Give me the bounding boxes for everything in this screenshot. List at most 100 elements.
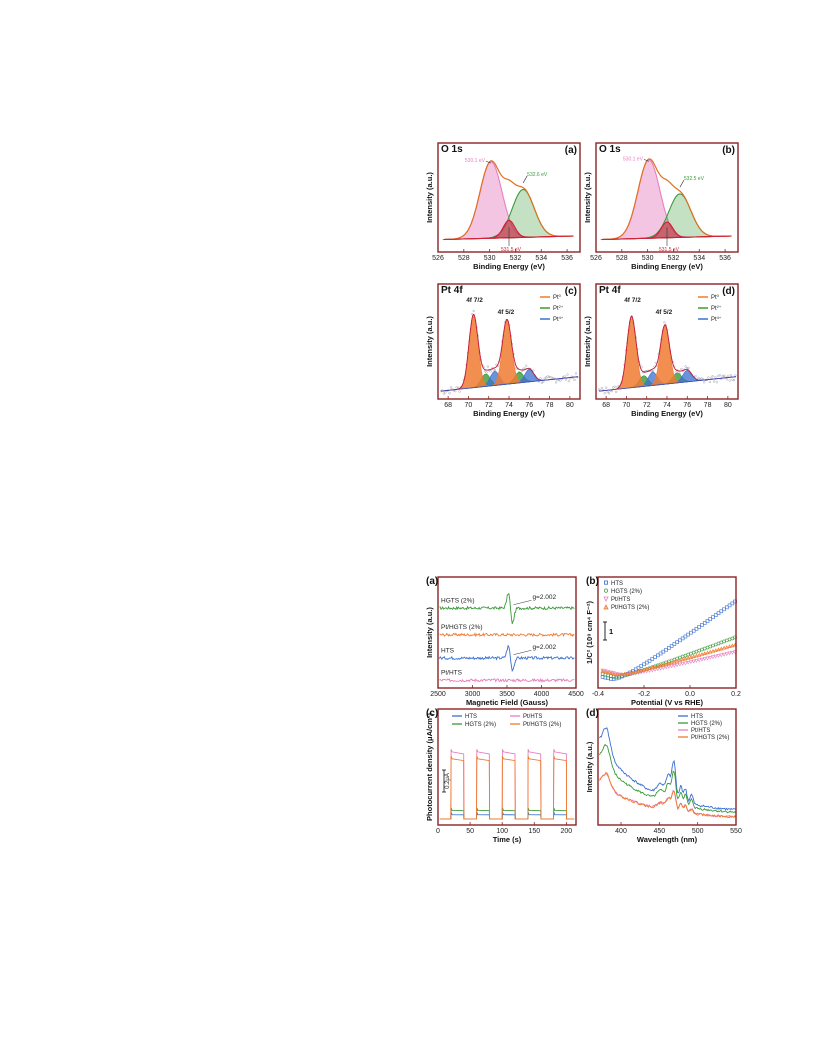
pl-d-series-3 xyxy=(599,771,736,819)
mott-schottky-b-point xyxy=(719,609,724,614)
mott-schottky-b-point xyxy=(713,613,718,617)
mott-schottky-b-point xyxy=(730,651,735,655)
mott-schottky-b-point xyxy=(697,625,702,629)
mott-schottky-b-point xyxy=(650,657,655,661)
mott-schottky-b-point xyxy=(724,605,729,610)
epr-a-g-label: g=2.002 xyxy=(532,644,556,651)
mott-schottky-b-point xyxy=(686,660,691,665)
xps-o1s-b-xtick-label: 530 xyxy=(642,255,654,262)
xps-o1s-a-frame xyxy=(437,142,581,253)
mott-schottky-b-point xyxy=(705,619,710,623)
xps-pt4f-c-raw-point xyxy=(566,373,569,376)
mott-schottky-b-xtick-label: 0.0 xyxy=(685,691,695,698)
mott-schottky-b-point xyxy=(697,658,702,663)
epr-a-series-3 xyxy=(439,677,575,683)
pl-d-series-0 xyxy=(599,727,736,811)
xps-pt4f-d-raw-point xyxy=(606,390,609,394)
mott-schottky-b-point xyxy=(628,670,633,675)
mott-schottky-b-point xyxy=(650,665,655,670)
mott-schottky-b-point xyxy=(608,670,613,675)
xps-o1s-a-ylabel: Intensity (a.u.) xyxy=(425,172,434,223)
xps-pt4f-c-raw-point xyxy=(564,378,568,381)
mott-schottky-b-point xyxy=(680,662,685,666)
xps-pt4f-d-raw-point xyxy=(603,392,606,395)
photocurrent-c-panel-label: (c) xyxy=(426,708,438,719)
xps-pt4f-d-raw-point xyxy=(730,374,733,377)
xps-pt4f-d-raw-point xyxy=(613,385,616,388)
pl-d-frame xyxy=(597,708,737,826)
epr-a-series-label: Pt/HTS xyxy=(441,670,463,677)
mott-schottky-b-scale-bar-label: 1 xyxy=(609,627,613,636)
xps-pt4f-d-raw-point xyxy=(684,365,687,368)
xps-pt4f-c-raw-point xyxy=(489,370,492,373)
photocurrent-c-series-3 xyxy=(439,756,575,820)
mott-schottky-b-xlabel: Potential (V vs RHE) xyxy=(631,698,704,707)
xps-pt4f-d-xtick-label: 76 xyxy=(683,402,691,409)
photocurrent-c-xtick-label: 200 xyxy=(561,828,573,835)
mott-schottky-b-point xyxy=(708,656,713,660)
xps-o1s-a-peak-pointer-2 xyxy=(522,175,528,183)
mott-schottky-b-point xyxy=(617,672,622,677)
mott-schottky-b-point xyxy=(611,671,616,676)
xps-pt4f-c-xtick-label: 76 xyxy=(525,402,533,409)
mott-schottky-b-point xyxy=(711,615,715,619)
xps-pt4f-c-raw-point xyxy=(458,390,461,393)
xps-o1s-b-panel-label: (b) xyxy=(722,145,735,156)
mott-schottky-b-point xyxy=(633,669,638,674)
epr-a-series-0 xyxy=(439,592,575,624)
xps-pt4f-c-raw-point xyxy=(574,372,578,375)
xps-pt4f-d-raw-point xyxy=(714,376,717,379)
mott-schottky-b-legend-marker xyxy=(603,596,609,602)
mott-schottky-b-point xyxy=(705,650,710,655)
xps-pt4f-c-xlabel: Binding Energy (eV) xyxy=(473,409,545,418)
mott-schottky-b-point xyxy=(641,667,647,672)
xps-o1s-a-xtick-label: 530 xyxy=(484,255,496,262)
epr-a-g-pointer xyxy=(513,650,532,655)
mott-schottky-b-point xyxy=(606,670,611,674)
xps-pt4f-d-raw-point xyxy=(711,374,714,378)
xps-pt4f-c-peak-title-1: 4f 7/2 xyxy=(466,297,483,304)
xps-pt4f-c-legend-label: Pt2+ xyxy=(553,304,564,313)
photocurrent-c-frame xyxy=(437,708,577,826)
mott-schottky-b-point xyxy=(600,669,605,673)
mott-schottky-b-point xyxy=(694,659,699,663)
epr-a-series-1 xyxy=(439,632,575,638)
epr-a-series-label: HTS xyxy=(441,647,455,654)
epr-a-xtick-label: 4500 xyxy=(568,691,584,698)
xps-pt4f-d-raw-point xyxy=(605,386,608,389)
photocurrent-c-legend-label: HGTS (2%) xyxy=(465,722,496,728)
mott-schottky-b-point xyxy=(672,642,677,646)
pl-d-xlabel: Wavelength (nm) xyxy=(637,835,698,844)
pl-d-xtick-label: 550 xyxy=(730,828,742,835)
xps-o1s-a: 530.1 eV 532.6 eV 531.5 eV O 1s (a) 526 528 530… xyxy=(425,142,581,271)
mott-schottky-b-panel-label: (b) xyxy=(586,576,599,587)
mott-schottky-b-legend-label: Pt/HTS xyxy=(611,597,630,603)
mott-schottky-b-legend-label: HTS xyxy=(611,581,623,587)
xps-pt4f-c-baseline xyxy=(441,376,579,392)
xps-o1s-b-peak-pointer-2 xyxy=(679,180,685,188)
mott-schottky-b-point xyxy=(721,645,727,650)
xps-pt4f-d-raw-point xyxy=(663,321,666,324)
xps-pt4f-c-ylabel: Intensity (a.u.) xyxy=(425,316,434,367)
mott-schottky-b-legend-label: HGTS (2%) xyxy=(611,589,642,595)
mott-schottky-b-point xyxy=(702,657,707,661)
xps-pt4f-d-raw-point xyxy=(727,374,730,377)
epr-a-g-label: g=2.002 xyxy=(532,594,556,601)
epr-a: HGTS (2%) g=2.002 Pt/HGTS (2%) HTS g=2.002 Pt… xyxy=(425,576,584,707)
xps-o1s-b-peak-label-1: 530.1 eV xyxy=(623,156,644,162)
mott-schottky-b-point xyxy=(694,653,699,658)
mott-schottky-b-point xyxy=(666,665,671,669)
epr-a-xtick-label: 4000 xyxy=(534,691,550,698)
pl-d-legend-label: Pt/HGTS (2%) xyxy=(691,735,729,741)
mott-schottky-b-point xyxy=(697,652,702,657)
xps-pt4f-c-xtick-label: 70 xyxy=(465,402,473,409)
mott-schottky-b-point xyxy=(630,670,636,674)
xps-pt4f-d-xtick-label: 70 xyxy=(623,402,631,409)
mott-schottky-b-legend-marker xyxy=(604,580,609,585)
mott-schottky-b-point xyxy=(691,628,696,633)
xps-pt4f-d-baseline xyxy=(599,376,737,392)
epr-a-xtick-label: 3500 xyxy=(499,691,515,698)
mott-schottky-b-xtick-label: -0.2 xyxy=(638,691,650,698)
mott-schottky-b-point xyxy=(688,660,694,665)
xps-o1s-a-xlabel: Binding Energy (eV) xyxy=(473,262,545,271)
